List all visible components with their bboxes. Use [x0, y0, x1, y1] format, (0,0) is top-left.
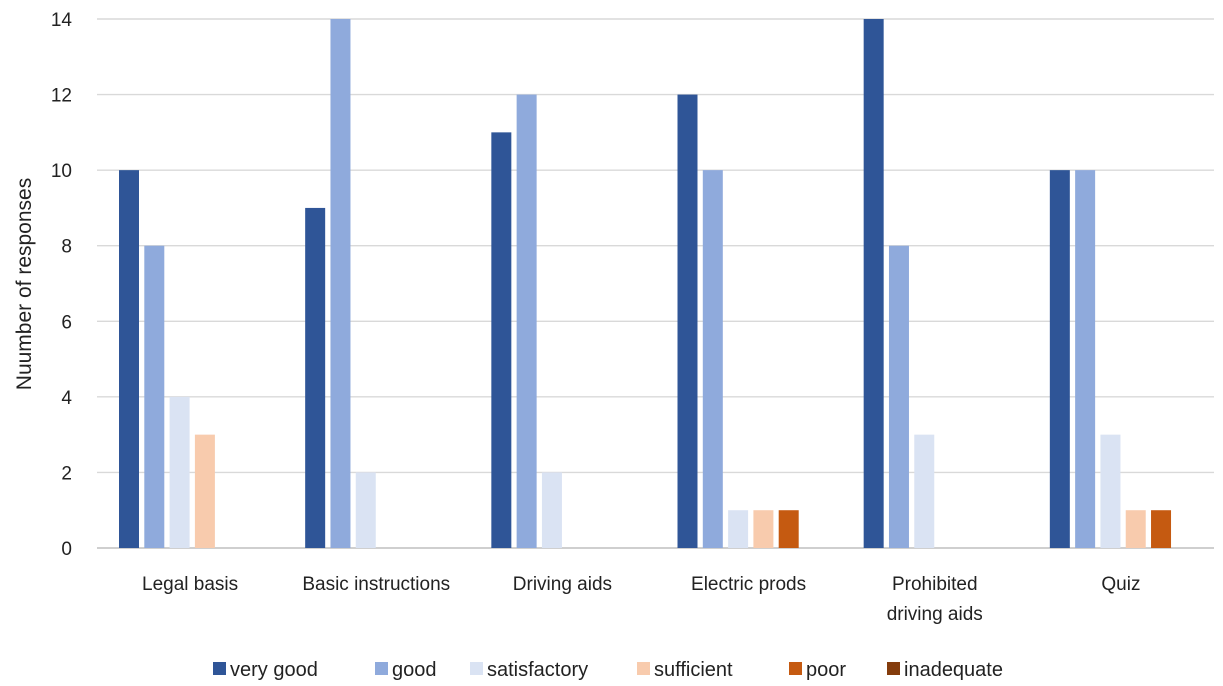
- category-label-line: Quiz: [1101, 574, 1140, 595]
- category-label-line: Prohibited: [892, 574, 978, 595]
- legend-swatch: [375, 662, 388, 675]
- bar-satisfactory-4: [914, 434, 935, 548]
- y-tick-label: 8: [61, 237, 72, 258]
- legend-item-satisfactory: satisfactory: [470, 659, 588, 681]
- bar-poor-3: [778, 510, 799, 548]
- category-label-line: driving aids: [887, 604, 983, 625]
- bar-satisfactory-2: [541, 472, 562, 548]
- bar-very-good-5: [1049, 170, 1070, 548]
- legend-swatch: [789, 662, 802, 675]
- bar-sufficient-5: [1125, 510, 1146, 548]
- bars: [119, 19, 1172, 549]
- bar-satisfactory-3: [728, 510, 749, 548]
- category-label-line: Driving aids: [513, 574, 612, 595]
- bar-good-4: [888, 245, 909, 548]
- y-tick-label: 10: [51, 161, 72, 182]
- bar-very-good-0: [119, 170, 139, 548]
- y-tick-label: 14: [51, 10, 73, 31]
- bar-very-good-1: [305, 207, 326, 548]
- legend-label: good: [392, 659, 437, 681]
- category-label: Quiz: [1101, 574, 1140, 595]
- legend-label: very good: [230, 659, 318, 681]
- x-axis-category-labels: Legal basis Basic instructions Driving aid…: [142, 574, 1140, 625]
- bar-sufficient-0: [194, 434, 215, 548]
- bar-satisfactory-1: [355, 472, 376, 548]
- bar-good-0: [144, 245, 165, 548]
- legend-item-inadequate: inadequate: [887, 659, 1003, 681]
- category-label: Electric prods: [691, 574, 806, 595]
- category-label-line: Basic instructions: [302, 574, 450, 595]
- y-tick-label: 2: [61, 463, 72, 484]
- legend-swatch: [213, 662, 226, 675]
- legend-label: sufficient: [654, 659, 733, 681]
- legend-swatch: [887, 662, 900, 675]
- y-tick-label: 6: [61, 312, 72, 333]
- legend-item-poor: poor: [789, 659, 846, 681]
- y-tick-label: 4: [61, 388, 72, 409]
- bar-very-good-3: [677, 94, 698, 549]
- gridlines: [97, 18, 1214, 549]
- legend-item-good: good: [375, 659, 437, 681]
- bar-satisfactory-0: [169, 396, 190, 548]
- bar-good-1: [330, 19, 351, 548]
- legend-label: inadequate: [904, 659, 1003, 681]
- legend-label: satisfactory: [487, 659, 588, 681]
- category-label-line: Electric prods: [691, 574, 806, 595]
- category-label: Basic instructions: [302, 574, 450, 595]
- y-tick-label: 12: [51, 86, 72, 107]
- category-label: Driving aids: [513, 574, 612, 595]
- legend-item-very-good: very good: [213, 659, 318, 681]
- bar-good-2: [516, 94, 537, 549]
- y-axis-title: Nuumber of responses: [13, 178, 36, 390]
- legend-swatch: [637, 662, 650, 675]
- legend-swatch: [470, 662, 483, 675]
- legend-item-sufficient: sufficient: [637, 659, 733, 681]
- bar-good-3: [702, 170, 723, 548]
- legend-label: poor: [806, 659, 846, 681]
- y-axis-tick-labels: 0 2 4 6 8 10 12 14: [51, 10, 73, 560]
- bar-very-good-4: [863, 19, 884, 548]
- category-label-line: Legal basis: [142, 574, 238, 595]
- bar-very-good-2: [491, 132, 512, 548]
- category-label: Legal basis: [142, 574, 238, 595]
- bar-poor-5: [1151, 510, 1172, 548]
- legend: very good good satisfactory sufficient poor i…: [213, 659, 1003, 681]
- y-tick-label: 0: [61, 539, 72, 560]
- bar-good-5: [1075, 170, 1096, 548]
- bar-sufficient-3: [753, 510, 774, 548]
- category-label: Prohibited driving aids: [887, 574, 983, 625]
- bar-satisfactory-5: [1100, 434, 1121, 548]
